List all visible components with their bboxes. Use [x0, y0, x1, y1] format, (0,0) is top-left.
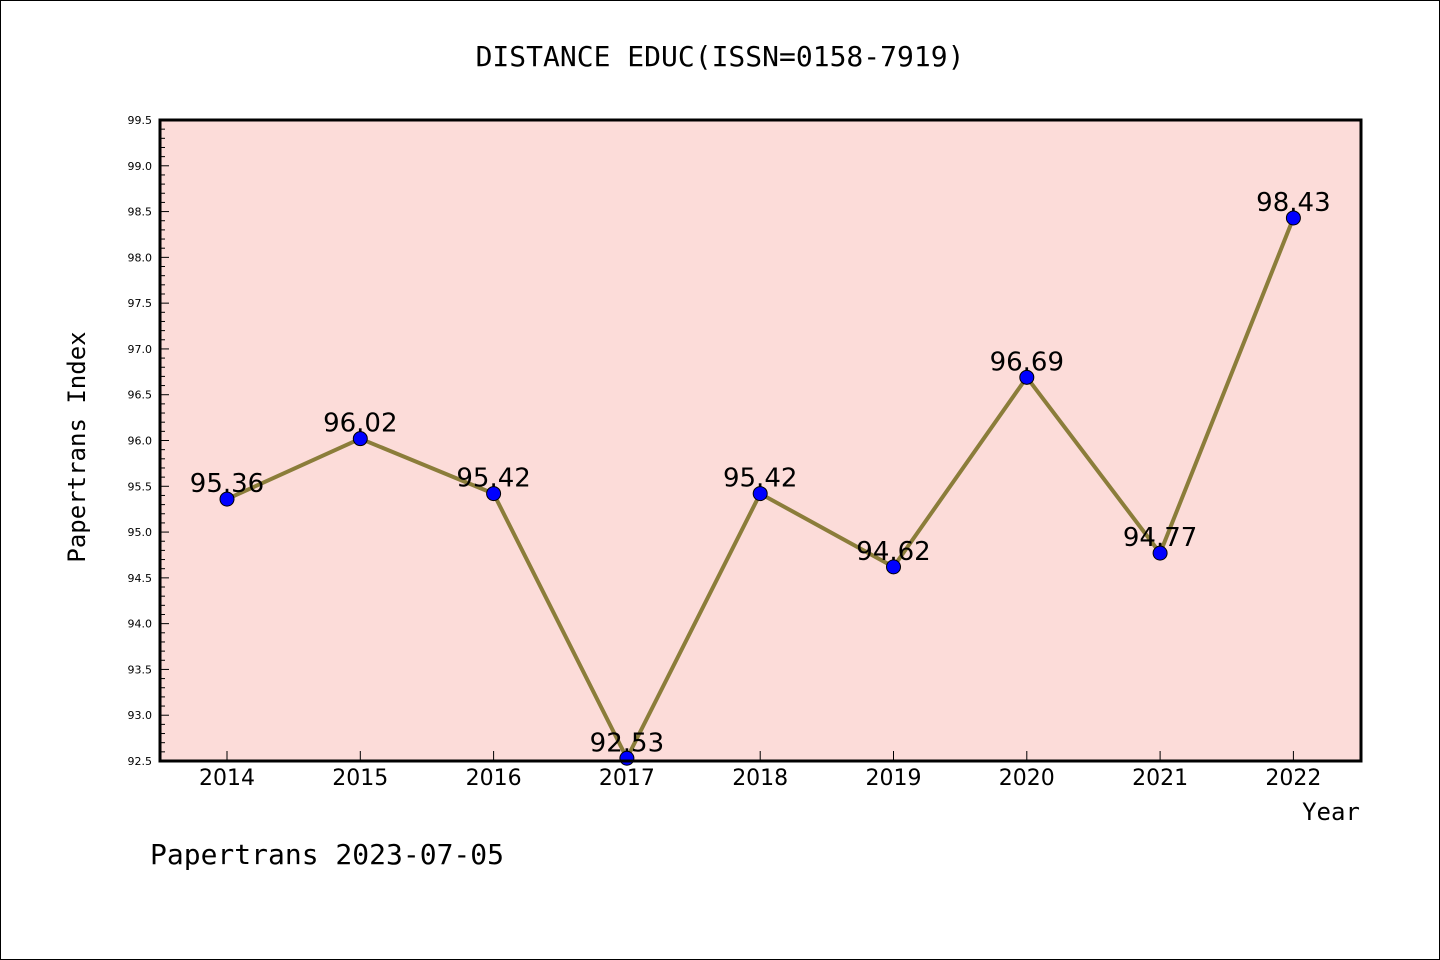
x-axis: 2014 2015 2016 2017 2018 2019 2020 2021 2022 [199, 751, 1321, 791]
y-tick-label: 92.5 [128, 755, 153, 768]
x-axis-label: Year [1302, 798, 1360, 826]
data-label: 92.53 [590, 728, 664, 758]
series: 95.36 96.02 95.42 92.53 95.42 94.62 96.69 94.77… [190, 188, 1331, 766]
y-tick-label: 93.0 [128, 709, 153, 722]
data-point-marker [219, 491, 235, 507]
y-tick-label: 97.5 [128, 297, 153, 310]
data-label: 95.42 [456, 464, 530, 494]
y-tick-label: 94.5 [128, 572, 153, 585]
data-point-marker [486, 486, 502, 502]
data-point-marker [352, 431, 368, 447]
y-tick-label: 95.5 [128, 480, 153, 493]
y-tick-label: 98.0 [128, 251, 153, 264]
data-point-marker [752, 486, 768, 502]
data-label: 95.36 [190, 469, 264, 499]
x-tick-label: 2016 [466, 766, 522, 791]
y-tick-label: 96.0 [128, 435, 153, 448]
y-tick-label: 94.0 [128, 618, 153, 631]
data-point-marker [1152, 545, 1168, 561]
data-label: 96.02 [323, 409, 397, 439]
x-tick-label: 2017 [599, 766, 655, 791]
y-tick-label: 98.5 [128, 206, 153, 219]
data-label: 94.62 [856, 537, 930, 567]
x-tick-label: 2018 [732, 766, 788, 791]
x-tick-label: 2015 [332, 766, 388, 791]
data-label: 95.42 [723, 464, 797, 494]
data-point-marker [1285, 210, 1301, 226]
footer-text: Papertrans 2023-07-05 [150, 838, 504, 871]
data-label: 98.43 [1256, 188, 1330, 218]
data-point-marker [1019, 369, 1035, 385]
data-label: 94.77 [1123, 523, 1197, 553]
data-label: 96.69 [990, 347, 1064, 377]
plot-border [158, 118, 1363, 763]
x-tick-label: 2022 [1265, 766, 1321, 791]
x-tick-label: 2020 [999, 766, 1055, 791]
y-tick-label: 99.0 [128, 160, 153, 173]
plot-area [160, 120, 1361, 761]
chart-title: DISTANCE EDUC(ISSN=0158-7919) [476, 40, 965, 73]
y-tick-label: 99.5 [128, 114, 153, 127]
y-tick-label: 96.5 [128, 389, 153, 402]
y-tick-label: 97.0 [128, 343, 153, 356]
y-tick-label: 93.5 [128, 663, 153, 676]
x-tick-label: 2019 [866, 766, 922, 791]
x-tick-label: 2014 [199, 766, 255, 791]
x-tick-label: 2021 [1132, 766, 1188, 791]
y-tick-label: 95.0 [128, 526, 153, 539]
data-point-marker [886, 559, 901, 575]
y-axis-label: Papertrans Index [63, 331, 91, 562]
